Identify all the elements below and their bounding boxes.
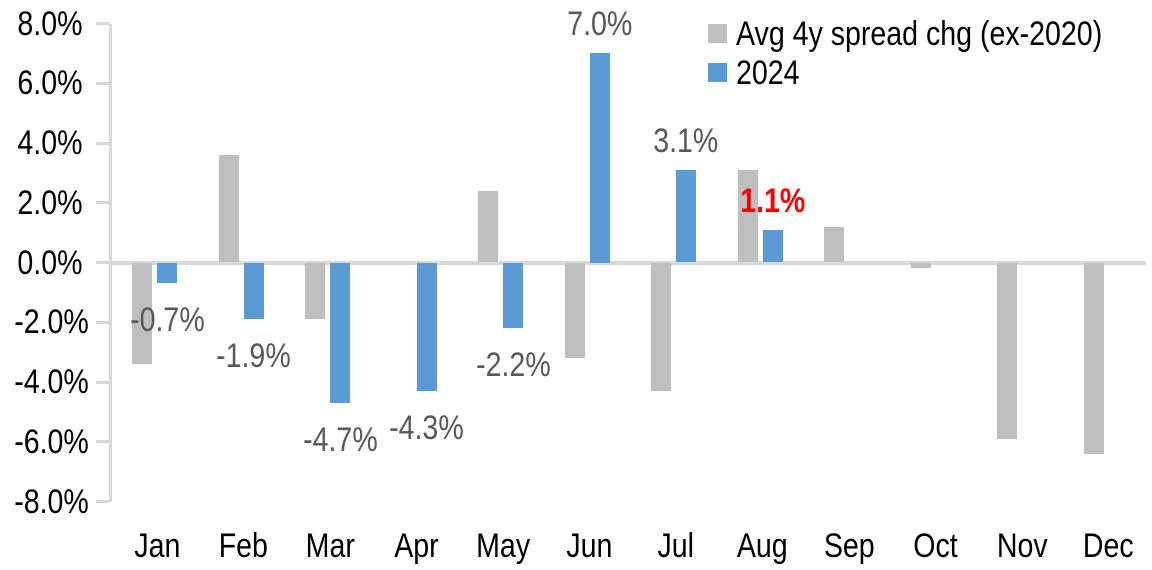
- bar-avg4y-jul: [651, 262, 671, 391]
- bar-2024-jan: [157, 262, 177, 284]
- x-axis-label-mar: Mar: [305, 527, 355, 565]
- y-axis-tick-mark: [96, 261, 109, 264]
- legend-swatch-avg4y: [708, 24, 727, 43]
- data-label-mar: -4.7%: [302, 420, 378, 459]
- y-axis-tick-mark: [96, 81, 109, 85]
- bar-avg4y-aug: [737, 169, 758, 263]
- legend-label-avg4y: Avg 4y spread chg (ex-2020): [736, 14, 1103, 53]
- x-axis-label-aug: Aug: [737, 527, 788, 565]
- legend: Avg 4y spread chg (ex-2020) 2024: [708, 14, 1152, 92]
- x-axis-label-oct: Oct: [913, 527, 958, 565]
- y-axis-tick-label: 0.0%: [16, 243, 82, 282]
- y-axis-tick-label: -6.0%: [14, 422, 89, 461]
- x-axis-label-jan: Jan: [133, 527, 181, 565]
- bar-2024-jun: [589, 53, 610, 263]
- y-axis-tick-label: -8.0%: [14, 482, 89, 521]
- y-axis-tick-mark: [96, 320, 109, 324]
- x-axis-label-apr: Apr: [394, 527, 439, 565]
- bar-2024-apr: [416, 262, 437, 391]
- y-axis-tick-label: -4.0%: [14, 363, 89, 401]
- x-axis-label-dec: Dec: [1083, 527, 1134, 565]
- bar-avg4y-sep: [824, 226, 844, 263]
- legend-label-2024: 2024: [736, 53, 800, 92]
- data-label-aug: 1.1%: [739, 181, 806, 220]
- bar-2024-feb: [243, 262, 264, 320]
- x-axis-label-sep: Sep: [823, 527, 875, 565]
- y-axis-tick-mark: [96, 141, 109, 145]
- bar-2024-jul: [676, 169, 696, 263]
- y-axis-tick-label: 4.0%: [16, 124, 82, 162]
- y-axis-tick-label: 8.0%: [16, 4, 82, 43]
- y-axis-tick-mark: [96, 440, 109, 444]
- legend-swatch-2024: [708, 63, 727, 82]
- y-axis-tick-label: 6.0%: [16, 64, 82, 103]
- x-axis-label-feb: Feb: [218, 527, 269, 565]
- data-label-jul: 3.1%: [653, 121, 719, 160]
- data-label-apr: -4.3%: [389, 408, 464, 447]
- bar-avg4y-feb: [218, 154, 239, 263]
- y-axis-tick-mark: [96, 22, 109, 25]
- bar-2024-mar: [330, 262, 350, 403]
- bar-avg4y-mar: [305, 262, 325, 320]
- x-axis-label-jun: Jun: [566, 527, 613, 565]
- bar-2024-aug: [762, 229, 783, 263]
- x-axis-label-may: May: [476, 527, 530, 565]
- y-axis-line: [109, 23, 112, 502]
- data-label-jun: 7.0%: [566, 5, 633, 44]
- y-axis-tick-mark: [96, 201, 109, 205]
- x-axis-label-jul: Jul: [657, 527, 695, 565]
- y-axis-tick-mark: [96, 500, 109, 503]
- bar-avg4y-nov: [997, 262, 1017, 439]
- bar-avg4y-oct: [910, 262, 931, 269]
- data-label-may: -2.2%: [475, 346, 551, 385]
- bar-avg4y-jun: [564, 262, 585, 359]
- legend-item-2024: 2024: [708, 53, 1152, 92]
- bar-avg4y-dec: [1083, 262, 1104, 454]
- bar-avg4y-may: [478, 190, 498, 263]
- bar-2024-may: [503, 262, 523, 329]
- x-axis-label-nov: Nov: [996, 527, 1048, 565]
- y-axis-tick-mark: [96, 380, 109, 384]
- y-axis-tick-label: -2.0%: [14, 303, 89, 342]
- legend-item-avg4y: Avg 4y spread chg (ex-2020): [708, 14, 1152, 53]
- bar-avg4y-jan: [132, 262, 152, 365]
- zero-gridline: [109, 260, 1146, 265]
- data-label-jan: -0.7%: [129, 301, 205, 340]
- y-axis-tick-label: 2.0%: [16, 183, 82, 222]
- data-label-feb: -1.9%: [216, 337, 291, 376]
